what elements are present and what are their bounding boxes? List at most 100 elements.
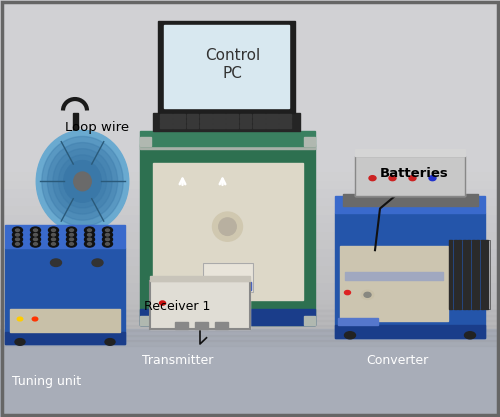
Bar [266,119,278,123]
Bar [253,114,264,118]
Bar [140,131,315,146]
Ellipse shape [74,172,91,191]
Bar [253,124,264,128]
Bar [0,0,500,9]
Bar [0,214,500,222]
Bar [0,334,500,342]
Ellipse shape [364,292,371,297]
Bar [355,156,465,196]
Ellipse shape [84,227,94,234]
Bar [0,68,500,77]
Bar [160,114,172,118]
Bar [485,240,488,309]
Bar [0,325,500,334]
Ellipse shape [88,243,92,245]
Bar [152,113,300,131]
Bar [140,137,151,146]
Ellipse shape [34,243,38,245]
Bar [0,308,500,316]
Bar [160,124,172,128]
Ellipse shape [389,176,396,181]
Bar [5,332,125,344]
Bar [0,137,500,146]
Bar [0,239,500,248]
Bar [0,335,500,341]
Ellipse shape [50,259,62,266]
Bar [0,180,500,188]
Bar [72,113,78,259]
Ellipse shape [212,212,242,241]
Ellipse shape [58,155,106,208]
Bar [186,119,198,123]
Bar [345,272,443,280]
Bar [0,111,500,120]
Bar [449,240,490,309]
Bar [0,9,500,17]
Bar [215,322,228,329]
Bar [0,222,500,231]
Bar [150,281,250,329]
Bar [186,114,198,118]
Bar [304,137,315,146]
Ellipse shape [30,232,40,238]
Bar [449,240,452,309]
Ellipse shape [48,143,117,220]
Ellipse shape [219,218,236,235]
Bar [480,240,484,309]
Bar [210,282,221,290]
Ellipse shape [12,241,22,247]
Text: Loop wire: Loop wire [65,121,129,134]
Bar [150,281,250,329]
Bar [240,282,251,290]
Bar [164,25,289,108]
Text: Converter: Converter [366,354,428,367]
Ellipse shape [16,234,20,236]
Ellipse shape [464,332,475,339]
Ellipse shape [88,238,92,241]
Bar [213,119,225,123]
Ellipse shape [106,229,110,231]
Ellipse shape [70,234,73,236]
Bar [140,316,151,325]
Ellipse shape [32,317,38,321]
Bar [266,124,278,128]
Bar [0,188,500,197]
Ellipse shape [409,176,416,181]
Ellipse shape [106,238,110,241]
Bar [226,114,238,118]
Bar [458,240,461,309]
Ellipse shape [34,229,38,231]
Ellipse shape [92,259,103,266]
Bar [150,276,250,281]
Bar [0,77,500,85]
Bar [50,255,102,261]
Bar [195,322,207,329]
Bar [0,34,500,43]
Bar [355,149,465,156]
Ellipse shape [66,236,76,242]
Ellipse shape [17,317,23,321]
Bar [0,330,500,336]
Ellipse shape [48,236,58,242]
Bar [462,240,466,309]
Text: Control
PC: Control PC [205,48,260,81]
Bar [200,114,211,118]
Ellipse shape [30,241,40,247]
Ellipse shape [16,229,20,231]
Bar [0,310,500,316]
Bar [0,329,500,417]
Bar [0,26,500,34]
Bar [280,119,291,123]
Bar [0,317,500,325]
Bar [174,124,185,128]
Bar [266,114,278,118]
Ellipse shape [84,232,94,238]
Bar [0,231,500,239]
Ellipse shape [16,238,20,241]
Ellipse shape [102,236,113,242]
Bar [476,240,479,309]
Bar [213,124,225,128]
Bar [140,314,315,319]
Bar [454,240,456,309]
Bar [226,119,238,123]
